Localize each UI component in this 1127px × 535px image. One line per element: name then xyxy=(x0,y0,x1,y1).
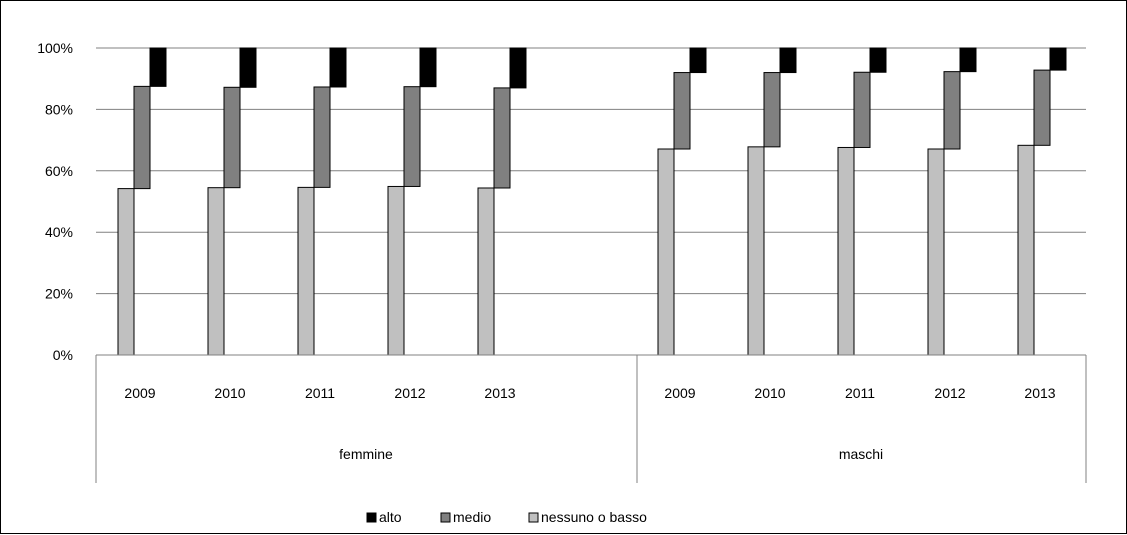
x-category-label: 2010 xyxy=(754,385,785,401)
bar-medio-femmine-2009 xyxy=(133,85,151,190)
legend-label: nessuno o basso xyxy=(541,509,647,525)
legend-swatch xyxy=(528,512,539,523)
bar-nessuno-o-basso-femmine-2009 xyxy=(117,188,135,356)
bar-nessuno-o-basso-femmine-2012 xyxy=(387,185,405,356)
bar-nessuno-o-basso-maschi-2012 xyxy=(927,148,945,356)
x-category-label: 2009 xyxy=(124,385,155,401)
bar-nessuno-o-basso-maschi-2010 xyxy=(747,146,765,356)
bar-medio-femmine-2010 xyxy=(223,86,241,189)
bar-alto-maschi-2012 xyxy=(959,47,977,73)
bars xyxy=(117,47,1067,356)
x-category-label: 2010 xyxy=(214,385,245,401)
legend-swatch xyxy=(366,512,377,523)
legend-label: alto xyxy=(379,509,402,525)
legend-label: medio xyxy=(453,509,491,525)
bar-medio-maschi-2013 xyxy=(1033,69,1051,146)
bar-alto-maschi-2013 xyxy=(1049,47,1067,71)
bar-nessuno-o-basso-femmine-2011 xyxy=(297,186,315,356)
x-category-label: 2011 xyxy=(305,385,335,401)
x-category-label: 2012 xyxy=(394,385,425,401)
bar-nessuno-o-basso-maschi-2011 xyxy=(837,146,855,356)
y-tick-label: 0% xyxy=(53,347,73,363)
bar-nessuno-o-basso-femmine-2013 xyxy=(477,187,495,356)
x-category-label: 2011 xyxy=(845,385,875,401)
bar-alto-femmine-2009 xyxy=(149,47,167,87)
x-category-label: 2012 xyxy=(934,385,965,401)
bar-alto-femmine-2012 xyxy=(419,47,437,88)
legend-swatch xyxy=(440,512,451,523)
y-tick-label: 100% xyxy=(37,40,73,56)
bar-alto-femmine-2010 xyxy=(239,47,257,88)
bar-nessuno-o-basso-maschi-2013 xyxy=(1017,144,1035,356)
bar-medio-femmine-2011 xyxy=(313,86,331,188)
bar-medio-maschi-2011 xyxy=(853,71,871,148)
legend: alto medio nessuno o basso xyxy=(366,509,647,525)
bar-alto-femmine-2011 xyxy=(329,47,347,88)
x-axis: 2009 2010 2011 2012 2013 femmine 2009 2010 2011 2… xyxy=(95,354,1087,483)
bar-nessuno-o-basso-femmine-2010 xyxy=(207,187,225,356)
bar-alto-maschi-2009 xyxy=(689,47,707,74)
y-tick-label: 60% xyxy=(45,163,73,179)
x-group-label: femmine xyxy=(339,446,393,462)
bar-medio-maschi-2010 xyxy=(763,72,781,148)
bar-alto-maschi-2011 xyxy=(869,47,887,73)
bar-nessuno-o-basso-maschi-2009 xyxy=(657,148,675,356)
bar-alto-femmine-2013 xyxy=(509,47,527,89)
y-axis-ticks: 0% 20% 40% 60% 80% 100% xyxy=(37,40,73,363)
x-category-label: 2013 xyxy=(1024,385,1055,401)
bar-medio-maschi-2012 xyxy=(943,71,961,150)
x-group-label: maschi xyxy=(839,446,883,462)
bar-medio-femmine-2012 xyxy=(403,86,421,187)
x-category-label: 2009 xyxy=(664,385,695,401)
y-tick-label: 40% xyxy=(45,224,73,240)
x-category-label: 2013 xyxy=(484,385,515,401)
bar-medio-femmine-2013 xyxy=(493,87,511,189)
gridlines xyxy=(96,47,1086,295)
y-tick-label: 80% xyxy=(45,101,73,117)
bar-medio-maschi-2009 xyxy=(673,72,691,150)
y-tick-label: 20% xyxy=(45,286,73,302)
bar-alto-maschi-2010 xyxy=(779,47,797,74)
